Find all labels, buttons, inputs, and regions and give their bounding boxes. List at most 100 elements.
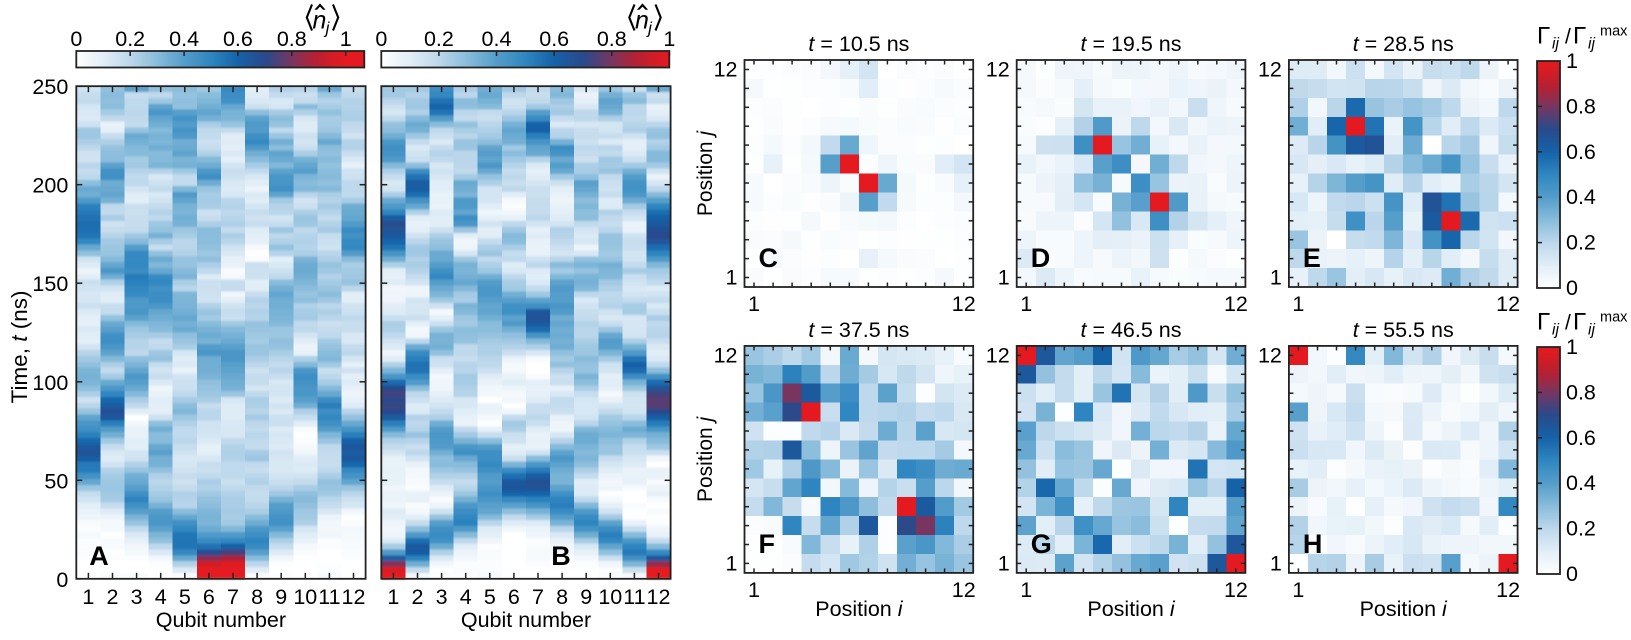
svg-text:6: 6 <box>508 585 520 609</box>
svg-text:t = 10.5 ns: t = 10.5 ns <box>808 32 909 56</box>
svg-text:1: 1 <box>1292 578 1304 602</box>
svg-text:12: 12 <box>1496 578 1520 602</box>
svg-text:0.6: 0.6 <box>1566 426 1596 450</box>
svg-text:6: 6 <box>203 585 215 609</box>
svg-text:0.4: 0.4 <box>1566 185 1596 209</box>
svg-text:B: B <box>551 541 571 571</box>
svg-text:1: 1 <box>748 578 760 602</box>
svg-text:0: 0 <box>70 27 82 51</box>
svg-text:j: j <box>324 19 331 38</box>
svg-text:12: 12 <box>986 343 1010 367</box>
svg-text:1: 1 <box>726 551 738 575</box>
svg-text:5: 5 <box>179 585 191 609</box>
svg-text:0.2: 0.2 <box>1566 517 1596 541</box>
svg-text:t = 46.5 ns: t = 46.5 ns <box>1080 318 1181 342</box>
svg-text:12: 12 <box>1224 292 1248 316</box>
svg-text:1: 1 <box>998 551 1010 575</box>
svg-text:Time, t (ns): Time, t (ns) <box>7 291 32 404</box>
svg-text:0.4: 0.4 <box>1566 471 1596 495</box>
svg-text:1: 1 <box>1270 551 1282 575</box>
svg-text:12: 12 <box>952 292 976 316</box>
svg-text:C: C <box>759 243 779 273</box>
svg-text:1: 1 <box>1292 292 1304 316</box>
svg-text:0.6: 0.6 <box>1566 140 1596 164</box>
svg-text:1: 1 <box>1566 49 1578 73</box>
svg-text:Position i: Position i <box>1087 597 1175 621</box>
svg-text:max: max <box>1600 310 1628 326</box>
svg-text:12: 12 <box>714 58 738 82</box>
svg-text:50: 50 <box>44 469 68 493</box>
svg-text:7: 7 <box>227 585 239 609</box>
svg-text:250: 250 <box>32 75 68 99</box>
svg-text:4: 4 <box>460 585 472 609</box>
svg-text:200: 200 <box>32 174 68 198</box>
svg-text:0: 0 <box>56 568 68 592</box>
svg-text:12: 12 <box>986 58 1010 82</box>
svg-text:Position j: Position j <box>694 130 717 217</box>
svg-text:2: 2 <box>412 585 424 609</box>
svg-text:Position i: Position i <box>1360 597 1448 621</box>
svg-text:/: / <box>1565 312 1571 335</box>
svg-text:0.8: 0.8 <box>597 27 627 51</box>
svg-text:E: E <box>1303 243 1321 273</box>
svg-text:8: 8 <box>251 585 263 609</box>
svg-text:Position j: Position j <box>694 415 717 502</box>
svg-text:8: 8 <box>556 585 568 609</box>
svg-text:1: 1 <box>82 585 94 609</box>
svg-text:0.2: 0.2 <box>424 27 454 51</box>
svg-text:12: 12 <box>1258 58 1282 82</box>
svg-text:0: 0 <box>375 27 387 51</box>
svg-text:12: 12 <box>342 585 366 609</box>
svg-text:12: 12 <box>1496 292 1520 316</box>
svg-text:10: 10 <box>293 585 317 609</box>
svg-text:Γ: Γ <box>1537 23 1550 50</box>
svg-text:0.8: 0.8 <box>1566 380 1596 404</box>
svg-text:1: 1 <box>748 292 760 316</box>
svg-text:12: 12 <box>952 578 976 602</box>
svg-text:3: 3 <box>131 585 143 609</box>
svg-text:9: 9 <box>275 585 287 609</box>
svg-text:t = 28.5 ns: t = 28.5 ns <box>1353 32 1454 56</box>
svg-text:G: G <box>1031 529 1052 559</box>
svg-text:Position i: Position i <box>815 597 903 621</box>
svg-text:A: A <box>89 541 109 571</box>
svg-text:t = 19.5 ns: t = 19.5 ns <box>1080 32 1181 56</box>
svg-text:0.4: 0.4 <box>169 27 199 51</box>
svg-text:1: 1 <box>387 585 399 609</box>
svg-text:100: 100 <box>32 371 68 395</box>
svg-text:11: 11 <box>623 585 645 609</box>
svg-text:t = 55.5 ns: t = 55.5 ns <box>1353 318 1454 342</box>
svg-text:9: 9 <box>580 585 592 609</box>
svg-text:F: F <box>759 529 776 559</box>
svg-text:0.6: 0.6 <box>539 27 569 51</box>
svg-text:10: 10 <box>598 585 622 609</box>
svg-text:D: D <box>1031 243 1051 273</box>
svg-text:ij: ij <box>1588 322 1595 339</box>
svg-text:1: 1 <box>726 266 738 290</box>
svg-text:11: 11 <box>318 585 340 609</box>
svg-text:0.4: 0.4 <box>482 27 512 51</box>
svg-text:Qubit number: Qubit number <box>156 608 286 632</box>
svg-text:Qubit number: Qubit number <box>461 608 591 632</box>
svg-text:1: 1 <box>663 27 675 51</box>
svg-text:0: 0 <box>1566 562 1578 586</box>
svg-text:12: 12 <box>1224 578 1248 602</box>
svg-text:0.2: 0.2 <box>1566 231 1596 255</box>
svg-text:1: 1 <box>998 266 1010 290</box>
svg-text:ij: ij <box>1588 36 1595 53</box>
svg-text:ij: ij <box>1552 322 1559 339</box>
svg-text:1: 1 <box>1020 292 1032 316</box>
svg-text:1: 1 <box>340 27 352 51</box>
svg-text:12: 12 <box>647 585 671 609</box>
svg-text:ij: ij <box>1552 36 1559 53</box>
svg-text:0: 0 <box>1566 276 1578 300</box>
svg-text:Γ: Γ <box>1573 23 1586 50</box>
svg-text:2: 2 <box>107 585 119 609</box>
svg-text:5: 5 <box>484 585 496 609</box>
svg-text:150: 150 <box>32 272 68 296</box>
svg-text:t = 37.5 ns: t = 37.5 ns <box>808 318 909 342</box>
svg-text:H: H <box>1303 529 1323 559</box>
svg-text:1: 1 <box>1270 266 1282 290</box>
svg-text:j: j <box>646 19 653 38</box>
svg-text:max: max <box>1600 24 1628 40</box>
